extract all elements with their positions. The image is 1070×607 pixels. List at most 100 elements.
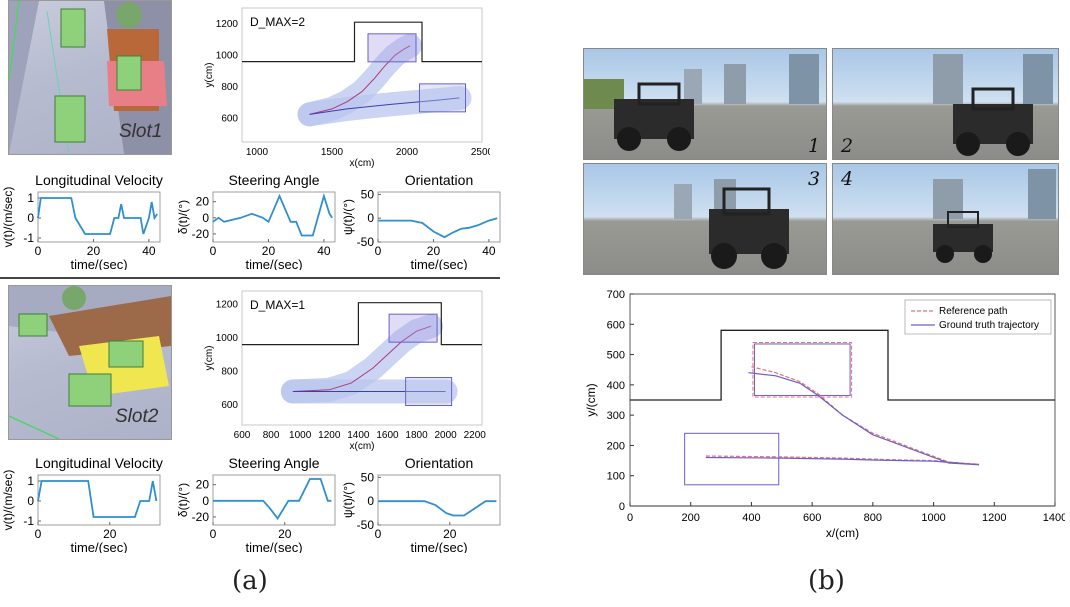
s1-vel-title: Longitudinal Velocity	[35, 172, 163, 188]
s1-vel-axes-box	[37, 191, 161, 243]
s1-traj-xtick-label-3: 2500	[471, 147, 490, 158]
s1-ste-ytick-label-0: -20	[192, 227, 210, 241]
s1-ste-ytick-label-1: 0	[202, 211, 209, 225]
main-vehicle-end-gt	[753, 343, 851, 396]
s1-ste-xtick-label-1: 20	[262, 244, 276, 258]
main-ytick-label-7: 700	[607, 289, 625, 301]
photo-3-drawing	[674, 179, 789, 269]
main-ytick-label-4: 400	[607, 380, 625, 392]
s2-ste-ylabel: δ(t)/(°)	[176, 483, 190, 517]
s1-traj-ylabel: y(cm)	[204, 63, 215, 88]
s2-vel-title: Longitudinal Velocity	[35, 455, 163, 471]
s2-ste-ytick-label-0: -20	[192, 510, 210, 524]
main-legend-box	[904, 299, 1052, 335]
photo-1-number: 1	[808, 135, 821, 157]
main-legend-label-1: Ground truth trajectory	[939, 320, 1039, 331]
s2-ori-title: Orientation	[405, 455, 473, 471]
s2-traj-xtick-label-6: 1800	[405, 430, 428, 441]
photo-4-number: 4	[841, 168, 854, 190]
photo-3: 3	[583, 163, 827, 275]
s1-traj-xtick-label-0: 1000	[246, 147, 269, 158]
slot1-sim-scene: Slot1	[8, 0, 172, 155]
s1-ori-xtick-label-2: 40	[482, 244, 496, 258]
main-xtick-label-0: 0	[627, 512, 633, 524]
slot1-label: Slot1	[119, 121, 163, 142]
main-ylabel: y/(cm)	[584, 383, 598, 416]
s2-traj-path	[292, 325, 432, 392]
photo-1-drawing	[584, 54, 819, 151]
s1-ori-xtick-label-1: 20	[427, 244, 441, 258]
s1-vel-ytick-label-0: -1	[23, 231, 34, 245]
s2-traj-xtick-label-5: 1600	[376, 430, 399, 441]
s2-ori-xlabel: time/(sec)	[410, 540, 467, 553]
s2-traj-annotation: D_MAX=1	[250, 298, 305, 312]
main-xtick-label-4: 800	[864, 512, 882, 524]
main-xtick-label-6: 1200	[982, 512, 1006, 524]
s2-vel-xtick-label-0: 0	[35, 527, 42, 541]
s2-traj-xtick-label-3: 1200	[318, 430, 341, 441]
s1-traj-ytick-label-2: 1000	[216, 50, 239, 61]
s1-traj-xlabel: x(cm)	[350, 158, 375, 169]
s1-ori-ytick-label-0: -50	[357, 235, 375, 249]
s1-ste-title: Steering Angle	[228, 172, 319, 188]
s1-vel-xtick-label-2: 40	[142, 244, 156, 258]
s2-ste-ytick-label-1: 0	[202, 494, 209, 508]
photo-1: 1	[583, 48, 827, 160]
s1-ste-ylabel: δ(t)/(°)	[176, 200, 190, 234]
s2-traj-xtick-label-0: 600	[234, 430, 251, 441]
s2-vel-axes-box	[37, 474, 161, 526]
s2-ori-ytick-label-1: 0	[367, 494, 374, 508]
s1-ste-xtick-label-2: 40	[317, 244, 331, 258]
s2-ste-xlabel: time/(sec)	[245, 540, 302, 553]
s2-ste-ytick-label-2: 20	[196, 478, 210, 492]
s2-ori-xtick-label-0: 0	[375, 527, 382, 541]
s2-ori-xtick-label-1: 20	[443, 527, 457, 541]
s2-traj-xtick-label-4: 1400	[347, 430, 370, 441]
s1-ori-xtick-label-0: 0	[375, 244, 382, 258]
s1-ste-ytick-label-2: 20	[196, 195, 210, 209]
main-ytick-label-3: 300	[607, 410, 625, 422]
slot2-sim-scene: Slot2	[8, 285, 172, 440]
s2-traj-xtick-label-1: 800	[263, 430, 280, 441]
main-ytick-label-0: 0	[619, 501, 625, 513]
s1-traj-vehicle-start	[419, 83, 466, 113]
photo-2: 2	[832, 48, 1059, 160]
main-xtick-label-2: 400	[742, 512, 760, 524]
s1-traj-path	[309, 45, 411, 115]
s1-ste-xtick-label-0: 0	[210, 244, 217, 258]
s2-traj-ytick-label-2: 1000	[216, 333, 239, 344]
caption-a: (a)	[232, 566, 268, 596]
s1-traj-ytick-label-1: 800	[221, 82, 238, 93]
main-ytick-label-1: 100	[607, 471, 625, 483]
s2-ori-ytick-label-2: 50	[361, 470, 375, 484]
s2-vel-xlabel: time/(sec)	[70, 540, 127, 553]
s2-traj-ylabel: y(cm)	[204, 346, 215, 371]
s2-traj-vehicle-end	[388, 313, 438, 343]
s1-vel-xtick-label-1: 20	[87, 244, 101, 258]
s1-ste-series-line	[212, 192, 333, 237]
s1-vel-xlabel: time/(sec)	[70, 257, 127, 270]
photo-3-number: 3	[808, 168, 821, 190]
s1-traj-path-2	[309, 97, 460, 115]
s2-traj-ytick-label-3: 1200	[216, 299, 239, 310]
s1-vel-series-line	[37, 197, 158, 235]
s2-traj-ytick-label-0: 600	[221, 400, 238, 411]
slot1-scene-drawing	[9, 1, 171, 154]
s2-traj-xtick-label-7: 2000	[435, 430, 458, 441]
s2-ori-ylabel: ψ(t)/(°)	[341, 482, 355, 518]
s2-ste-xtick-label-1: 20	[278, 527, 292, 541]
photo-4-drawing	[933, 169, 1056, 263]
main-xtick-label-1: 200	[682, 512, 700, 524]
caption-b: (b)	[808, 566, 845, 596]
s1-ste-axes-box	[212, 191, 336, 243]
main-ytick-label-5: 500	[607, 350, 625, 362]
main-vehicle-start	[684, 432, 780, 486]
s2-ori-axes-box	[377, 474, 501, 526]
s1-traj-boundary	[242, 21, 482, 63]
s1-vel-ytick-label-1: 0	[27, 211, 34, 225]
s1-traj-ytick-label-0: 600	[221, 113, 238, 124]
slot2-scene-drawing	[9, 286, 171, 439]
